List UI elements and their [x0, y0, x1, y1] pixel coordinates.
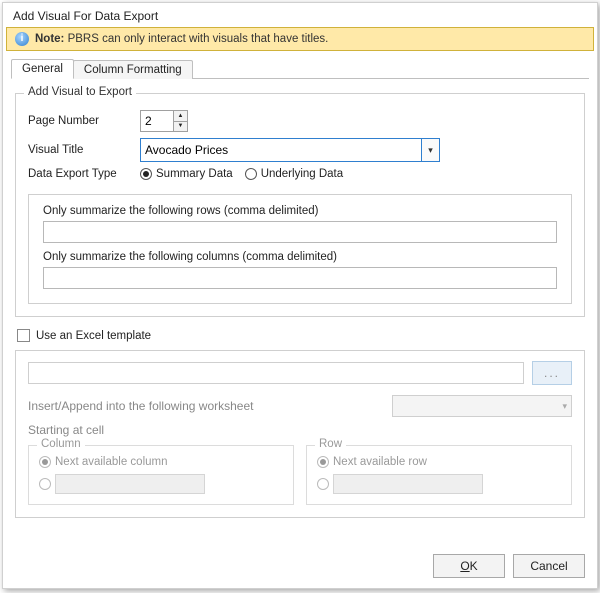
use-excel-template-checkbox[interactable]: Use an Excel template [17, 329, 151, 342]
page-number-row: Page Number ▲ ▼ [28, 110, 572, 132]
worksheet-row: Insert/Append into the following workshe… [28, 395, 572, 417]
note-bar: i Note: PBRS can only interact with visu… [6, 27, 594, 51]
radio-dot-icon [317, 478, 329, 490]
export-type-label: Data Export Type [28, 168, 128, 180]
summarize-cols-input[interactable] [43, 267, 557, 289]
radio-dot-icon [140, 168, 152, 180]
radio-custom-row [317, 474, 483, 494]
page-number-label: Page Number [28, 115, 128, 127]
browse-label: ... [544, 366, 560, 380]
chevron-down-icon[interactable]: ▾ [421, 139, 439, 161]
add-visual-group-label: Add Visual to Export [24, 86, 136, 98]
tab-column-formatting[interactable]: Column Formatting [73, 60, 193, 79]
custom-row-input [333, 474, 483, 494]
browse-button[interactable]: ... [532, 361, 572, 385]
note-text: Note: PBRS can only interact with visual… [35, 33, 328, 45]
visual-title-label: Visual Title [28, 144, 128, 156]
radio-dot-icon [317, 456, 329, 468]
summarize-cols-label: Only summarize the following columns (co… [43, 251, 557, 263]
template-path-row: ... [28, 361, 572, 385]
tab-body: Add Visual to Export Page Number ▲ ▼ Vis… [11, 79, 589, 546]
cancel-button[interactable]: Cancel [513, 554, 585, 578]
cancel-label: Cancel [530, 559, 567, 573]
visual-title-combo[interactable]: ▾ [140, 138, 440, 162]
radio-next-column: Next available column [39, 456, 168, 468]
radio-dot-icon [39, 456, 51, 468]
dialog-window: Add Visual For Data Export i Note: PBRS … [2, 2, 598, 589]
row-group: Row Next available row [306, 445, 572, 505]
column-group: Column Next available column [28, 445, 294, 505]
radio-underlying-data[interactable]: Underlying Data [245, 168, 343, 180]
spinner-down-icon[interactable]: ▼ [174, 121, 188, 133]
radio-next-column-label: Next available column [55, 456, 168, 468]
note-prefix: Note: [35, 33, 64, 45]
info-icon: i [15, 32, 29, 46]
tab-general-label: General [22, 63, 63, 75]
radio-next-row-label: Next available row [333, 456, 427, 468]
radio-underlying-label: Underlying Data [261, 168, 343, 180]
checkbox-box-icon [17, 329, 30, 342]
summarize-group: Only summarize the following rows (comma… [28, 194, 572, 304]
column-group-label: Column [37, 438, 85, 450]
tab-strip: General Column Formatting [11, 57, 589, 79]
ok-button[interactable]: OK [433, 554, 505, 578]
export-type-radios: Summary Data Underlying Data [140, 168, 343, 180]
radio-dot-icon [245, 168, 257, 180]
title-bar: Add Visual For Data Export [3, 3, 597, 27]
window-title: Add Visual For Data Export [13, 9, 158, 23]
starting-at-label: Starting at cell [28, 423, 572, 437]
radio-dot-icon [39, 478, 51, 490]
tab-column-formatting-label: Column Formatting [84, 64, 182, 76]
summarize-rows-input[interactable] [43, 221, 557, 243]
page-number-input[interactable] [140, 110, 174, 132]
export-type-row: Data Export Type Summary Data Underlying… [28, 168, 572, 180]
spinner-up-icon[interactable]: ▲ [174, 110, 188, 121]
excel-template-group: ... Insert/Append into the following wor… [15, 350, 585, 518]
worksheet-combo[interactable]: ▾ [392, 395, 572, 417]
starting-cell-groups: Column Next available column Row Next av… [28, 445, 572, 505]
template-path-input[interactable] [28, 362, 524, 384]
page-number-spinner: ▲ ▼ [140, 110, 188, 132]
custom-column-input [55, 474, 205, 494]
row-group-label: Row [315, 438, 346, 450]
note-body: PBRS can only interact with visuals that… [64, 33, 328, 45]
summarize-rows-label: Only summarize the following rows (comma… [43, 205, 557, 217]
visual-title-input[interactable] [141, 139, 421, 161]
dialog-footer: OK Cancel [3, 546, 597, 588]
radio-custom-column [39, 474, 205, 494]
add-visual-group: Add Visual to Export Page Number ▲ ▼ Vis… [15, 93, 585, 317]
radio-summary-data[interactable]: Summary Data [140, 168, 233, 180]
tab-general[interactable]: General [11, 59, 74, 79]
radio-next-row: Next available row [317, 456, 427, 468]
use-excel-template-label: Use an Excel template [36, 330, 151, 342]
visual-title-row: Visual Title ▾ [28, 138, 572, 162]
spinner-buttons: ▲ ▼ [174, 110, 188, 132]
insert-append-label: Insert/Append into the following workshe… [28, 399, 253, 413]
radio-summary-label: Summary Data [156, 168, 233, 180]
